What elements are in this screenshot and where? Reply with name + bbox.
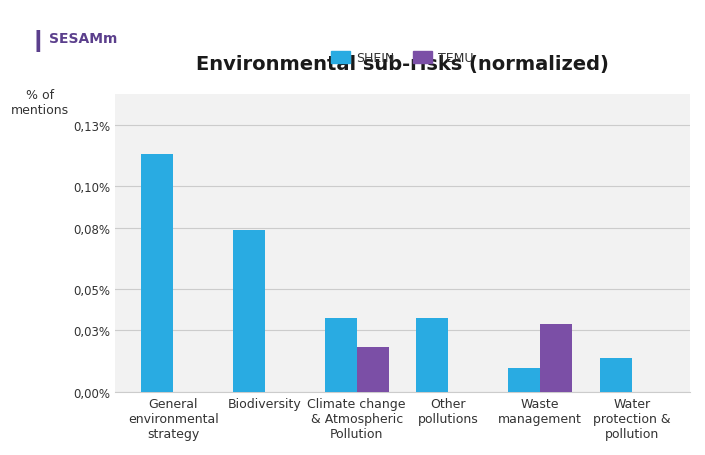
Y-axis label: % of
mentions: % of mentions: [11, 89, 69, 116]
Legend: SHEIN, TEMU: SHEIN, TEMU: [326, 47, 479, 70]
Bar: [508, 369, 540, 392]
Bar: [324, 318, 357, 392]
Bar: [233, 230, 265, 392]
Text: ❙: ❙: [28, 30, 47, 51]
Bar: [600, 359, 632, 392]
Text: SESAMm: SESAMm: [49, 32, 118, 46]
Bar: [141, 155, 173, 392]
Bar: [540, 324, 572, 392]
Bar: [357, 347, 388, 392]
Title: Environmental sub-risks (normalized): Environmental sub-risks (normalized): [196, 55, 609, 74]
Bar: [416, 318, 448, 392]
